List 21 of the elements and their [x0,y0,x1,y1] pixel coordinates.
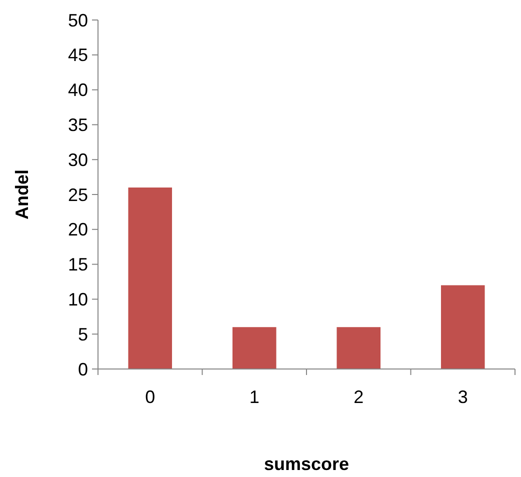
y-tick-label: 10 [68,290,88,310]
bar [440,285,485,369]
x-tick-label: 3 [458,387,468,407]
bar [336,327,381,369]
x-tick-label: 0 [145,387,156,407]
y-tick-label: 50 [68,10,88,30]
y-tick-label: 0 [78,359,88,380]
y-axis-title: Andel [12,169,32,220]
y-tick-label: 15 [68,254,88,275]
bar [128,188,172,369]
y-tick-label: 5 [78,324,88,344]
x-axis-title: sumscore [264,454,350,474]
y-tick-label: 40 [68,80,88,100]
y-tick-label: 35 [68,115,88,135]
y-tick-label: 20 [68,220,88,240]
bar [232,327,276,369]
y-tick-label: 25 [68,184,88,205]
y-tick-label: 45 [68,45,88,66]
x-tick-label: 2 [354,387,364,407]
x-tick-label: 1 [249,387,260,407]
y-tick-label: 30 [68,150,88,170]
